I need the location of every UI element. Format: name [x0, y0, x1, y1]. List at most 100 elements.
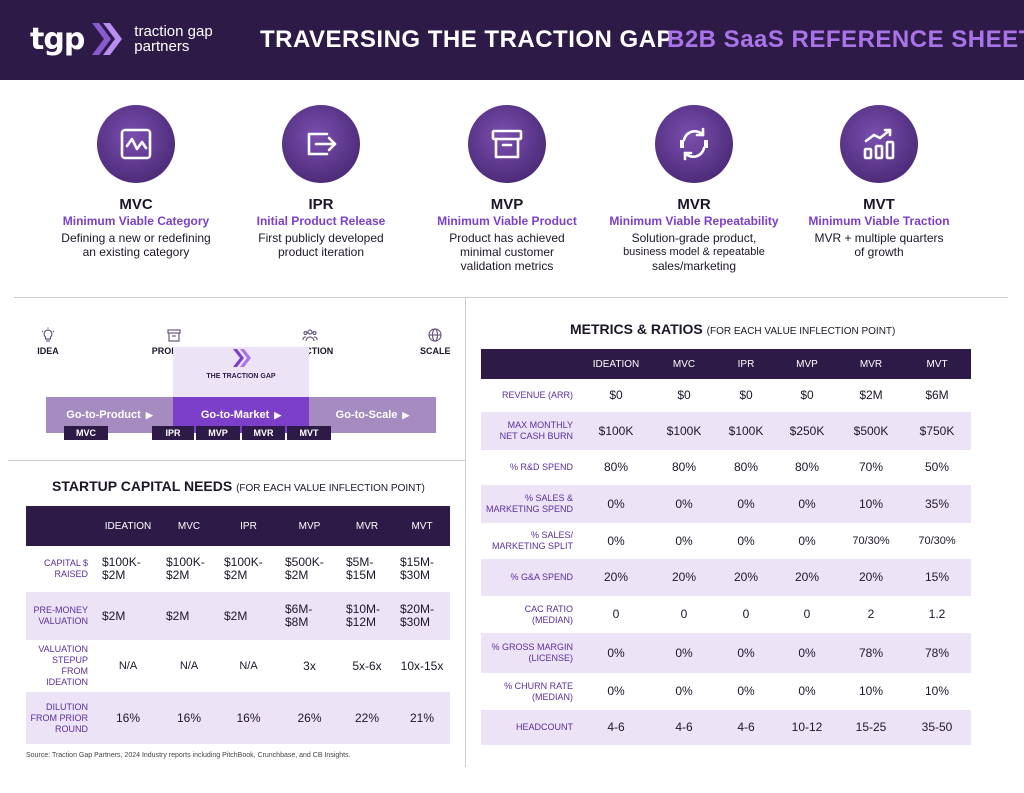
category-icon [120, 128, 152, 160]
stage-desc-line: business model & repeatable [623, 246, 765, 258]
table-cell: 70/30% [918, 534, 956, 547]
stage-desc: Solution-grade product, business model &… [604, 231, 784, 273]
stage-abbr: IPR [308, 196, 334, 213]
stage-pill-mvc: MVC [64, 426, 108, 440]
table-cell: 10-12 [775, 710, 839, 745]
stage-pill-ipr: IPR [152, 426, 194, 440]
page-title: TRAVERSING THE TRACTION GAP [260, 26, 674, 53]
table-cell: N/A [239, 659, 258, 672]
table-cell: 80% [794, 460, 820, 474]
stage-desc-line: sales/marketing [651, 259, 737, 273]
stage-abbr: MVR [677, 196, 711, 213]
logo-wordmark: traction gap partners [134, 24, 212, 54]
stage-mvt: MVT Minimum Viable Traction MVR + multip… [789, 105, 969, 259]
column-header: MVP [279, 506, 340, 546]
table-cell: 5x-6x [352, 658, 382, 673]
table-cell: 80% [671, 460, 697, 474]
go-to-product-label: Go-to-Product [66, 409, 141, 421]
traction-gap-zone: THE TRACTION GAP [173, 347, 309, 397]
column-header: MVC [160, 506, 218, 546]
table-cell: 0% [581, 633, 651, 673]
stage-desc-line: Product has achieved [449, 231, 565, 245]
stage-pill-mvp: MVP [196, 426, 240, 440]
table-corner-cell [26, 506, 96, 546]
table-cell: 1.2 [928, 607, 946, 621]
table-header-row: IDEATION MVC IPR MVP MVR MVT [26, 506, 450, 546]
stage-mvp: MVP Minimum Viable Product Product has a… [417, 105, 597, 273]
stage-desc-line: an existing category [82, 245, 190, 259]
table-cell: 0% [737, 684, 755, 698]
stage-name: Minimum Viable Repeatability [609, 214, 779, 228]
row-label: VALUATION STEPUP FROM IDEATION [38, 644, 88, 687]
logo-mark: tgp [30, 21, 85, 57]
stage-name: Minimum Viable Category [62, 214, 210, 228]
metrics-title: METRICS & RATIOS [570, 321, 703, 337]
row-label: REVENUE (ARR) [501, 390, 573, 400]
table-row: MAX MONTHLY NET CASH BURN $100K $100K $10… [481, 412, 971, 450]
table-row: CAPITAL $ RAISED $100K- $2M $100K- $2M $100… [26, 546, 450, 592]
table-cell: 0 [803, 607, 811, 621]
stage-pill-mvr: MVR [242, 426, 285, 440]
people-group-icon [302, 329, 318, 342]
table-cell: 16% [160, 692, 218, 744]
table-cell: 20% [581, 559, 651, 596]
table-cell: $100K- $2M [102, 555, 141, 582]
table-cell: 80% [603, 460, 629, 474]
stage-abbr: MVT [863, 196, 895, 213]
table-cell: 35% [903, 485, 971, 523]
table-cell: 0% [675, 533, 693, 548]
column-header: IDEATION [581, 349, 651, 379]
table-cell: $500K- $2M [285, 555, 324, 582]
stage-name: Minimum Viable Product [437, 214, 577, 228]
stage-abbr: MVP [490, 196, 524, 213]
table-cell: 0 [680, 607, 688, 621]
table-corner-cell [481, 349, 581, 379]
row-label: MAX MONTHLY NET CASH BURN [481, 412, 581, 450]
column-header: MVR [839, 349, 903, 379]
play-arrow-icon: ▶ [145, 409, 153, 420]
stage-circle [97, 105, 175, 183]
table-cell: 0 [612, 607, 620, 621]
table-cell: $100K [581, 412, 651, 450]
table-cell: 10% [858, 684, 884, 698]
journey-idea-label: IDEA [37, 346, 59, 356]
table-cell: 4-6 [717, 710, 775, 745]
table-cell: 0% [775, 485, 839, 523]
table-row: DILUTION FROM PRIOR ROUND 16% 16% 16% 26% … [26, 692, 450, 744]
table-cell: $20M- $30M [394, 592, 450, 640]
table-row: % CHURN RATE (MEDIAN) 0% 0% 0% 0% 10% 10% [481, 673, 971, 710]
table-cell: $250K [775, 412, 839, 450]
table-cell: 3x [303, 658, 316, 673]
table-cell: 0% [607, 684, 625, 698]
stage-circle [282, 105, 360, 183]
table-cell: 78% [839, 633, 903, 673]
double-chevron-icon [233, 349, 251, 367]
table-cell: $100K- $2M [166, 555, 205, 582]
row-label: % SALES & MARKETING SPEND [481, 485, 581, 523]
chevron-logo-icon [92, 23, 123, 55]
table-cell: 80% [733, 460, 759, 474]
column-header: MVT [394, 506, 450, 546]
row-label: DILUTION FROM PRIOR ROUND [26, 692, 96, 744]
table-cell: 50% [924, 460, 950, 474]
metrics-section-title: METRICS & RATIOS (FOR EACH VALUE INFLECT… [570, 321, 895, 337]
stage-desc: MVR + multiple quarters of growth [789, 231, 969, 259]
table-cell: 10% [924, 684, 950, 698]
table-cell: $100K- $2M [224, 555, 263, 582]
table-cell: 0% [607, 533, 625, 548]
table-cell: $5M- $15M [346, 555, 377, 582]
metrics-subtitle: (FOR EACH VALUE INFLECTION POINT) [706, 326, 896, 337]
table-row: % SALES/MARKETING SPLIT 0% 0% 0% 0% 70/3… [481, 523, 971, 559]
table-header-row: IDEATION MVC IPR MVP MVR MVT [481, 349, 971, 379]
stage-desc-line: of growth [854, 245, 904, 259]
table-cell: N/A [179, 659, 199, 672]
company-logo[interactable]: tgp traction gap partners [30, 16, 213, 62]
row-label: HEADCOUNT [481, 710, 581, 745]
table-cell: 2 [867, 607, 875, 621]
stage-desc: Product has achieved minimal customer va… [417, 231, 597, 273]
journey-scale: SCALE [420, 327, 451, 356]
table-cell: $0 [677, 388, 691, 402]
journey-traction: TRACTION [285, 327, 335, 356]
table-row: % GROSS MARGIN (LICENSE) 0% 0% 0% 0% 78% … [481, 633, 971, 673]
table-cell: 26% [279, 692, 340, 744]
